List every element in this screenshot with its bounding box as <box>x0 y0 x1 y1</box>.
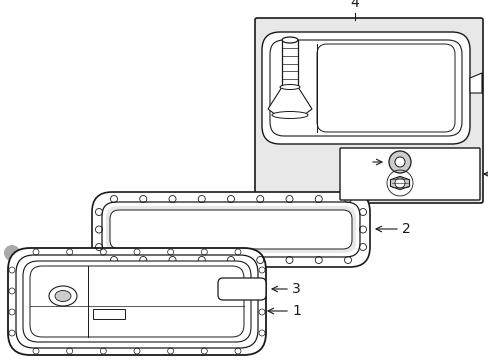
FancyBboxPatch shape <box>110 210 351 249</box>
Polygon shape <box>390 176 408 190</box>
Polygon shape <box>267 87 311 115</box>
FancyBboxPatch shape <box>8 248 265 355</box>
Text: 2: 2 <box>401 222 410 236</box>
Text: 3: 3 <box>291 282 300 296</box>
Bar <box>282 40 297 87</box>
Circle shape <box>394 157 404 167</box>
FancyBboxPatch shape <box>262 32 469 144</box>
Circle shape <box>388 151 410 173</box>
FancyBboxPatch shape <box>254 18 482 203</box>
FancyBboxPatch shape <box>218 278 265 300</box>
Bar <box>93 309 125 319</box>
Text: 1: 1 <box>291 304 300 318</box>
Text: 6: 6 <box>355 155 364 169</box>
Ellipse shape <box>280 85 299 90</box>
Polygon shape <box>469 73 481 93</box>
FancyBboxPatch shape <box>339 148 479 200</box>
Circle shape <box>4 245 20 261</box>
FancyBboxPatch shape <box>23 261 250 342</box>
Text: 4: 4 <box>350 0 359 10</box>
Circle shape <box>359 195 369 205</box>
FancyBboxPatch shape <box>92 192 369 267</box>
Ellipse shape <box>271 112 307 118</box>
Ellipse shape <box>49 286 77 306</box>
Ellipse shape <box>282 37 297 43</box>
Circle shape <box>394 178 404 188</box>
FancyBboxPatch shape <box>106 206 355 253</box>
Ellipse shape <box>55 291 71 302</box>
